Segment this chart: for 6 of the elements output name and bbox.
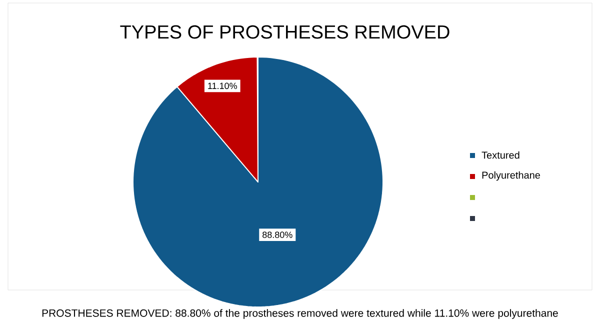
- legend-label: Textured: [482, 151, 520, 159]
- data-label: 11.10%: [208, 82, 237, 90]
- legend-label: Polyurethane: [482, 171, 540, 181]
- text: PROSTHESES REMOVED: 88.80% of the prostheses removed were textured while 11.10% were polyurethane: [42, 309, 558, 319]
- data-label: 88.80%: [262, 232, 292, 238]
- chart-title: TYPES OF PROSTHESES REMOVED: [120, 25, 450, 39]
